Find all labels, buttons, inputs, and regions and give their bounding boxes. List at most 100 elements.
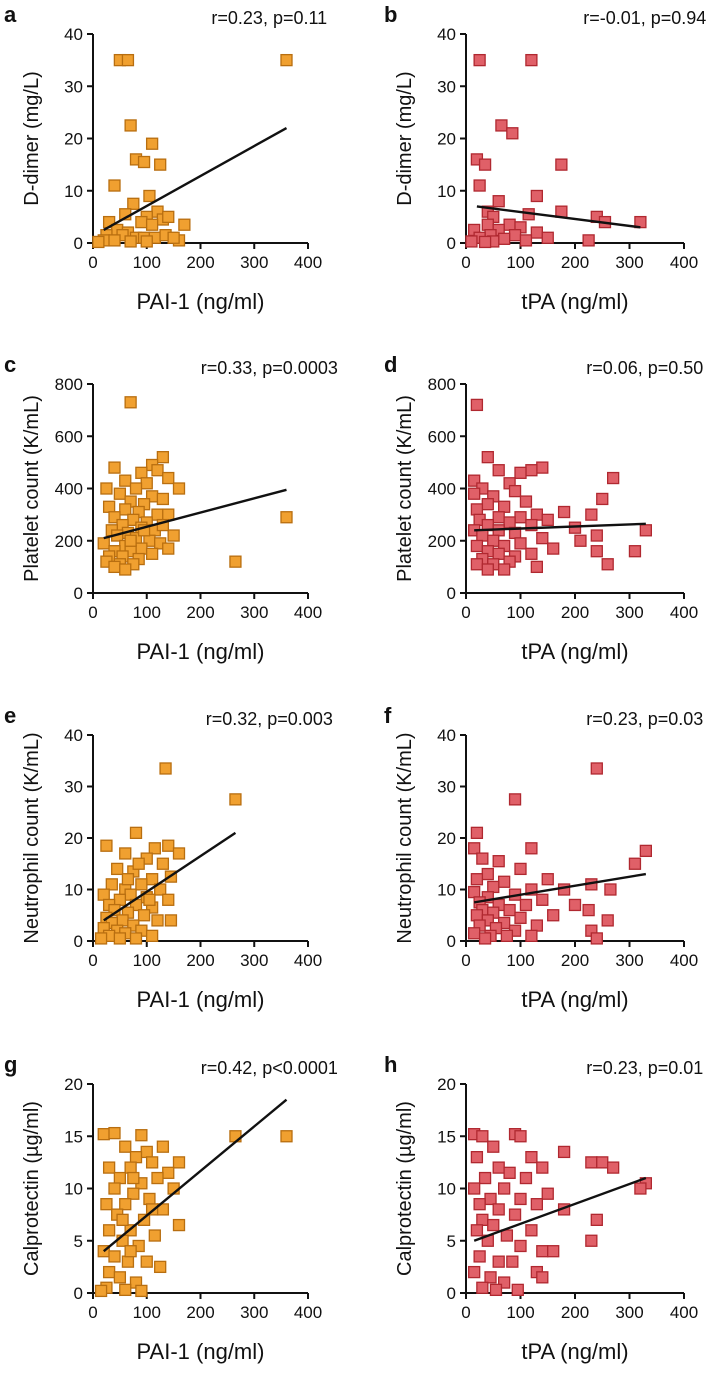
data-point: [492, 464, 505, 477]
y-tick-label: 40: [437, 25, 456, 44]
data-point: [541, 231, 554, 244]
stat-annotation: r=0.23, p=0.11: [211, 8, 327, 28]
data-point: [484, 1271, 497, 1284]
y-tick-label: 40: [437, 726, 456, 745]
data-point: [470, 909, 484, 922]
data-point: [557, 505, 571, 519]
data-point: [129, 932, 143, 945]
data-point: [525, 547, 538, 560]
data-point: [484, 1192, 497, 1206]
data-point: [478, 235, 492, 249]
data-point: [582, 903, 595, 917]
data-point: [478, 158, 492, 171]
data-point: [514, 862, 527, 876]
y-axis-label: Calprotectin (µg/ml): [21, 1101, 43, 1276]
data-point: [473, 1198, 486, 1211]
data-point: [497, 1182, 511, 1195]
x-tick-label: 300: [615, 951, 643, 970]
panel-label: f: [384, 703, 392, 728]
data-point: [585, 508, 598, 521]
data-point: [94, 1284, 108, 1298]
data-point: [119, 563, 132, 576]
data-point: [100, 482, 113, 495]
data-point: [468, 1265, 481, 1279]
data-point: [162, 542, 175, 555]
data-point: [585, 1234, 598, 1247]
data-point: [514, 537, 527, 550]
y-axis-label: Calprotectin (µg/ml): [394, 1101, 416, 1276]
x-tick-label: 400: [670, 1303, 698, 1322]
stat-annotation: r=-0.01, p=0.94: [583, 8, 706, 28]
y-tick-label: 20: [437, 829, 456, 848]
data-point: [140, 477, 153, 490]
data-point: [628, 857, 642, 870]
data-point: [119, 474, 132, 487]
y-axis-label: D-dimer (mg/L): [21, 71, 43, 205]
data-point: [508, 1208, 522, 1221]
y-tick-label: 400: [428, 480, 456, 499]
y-tick-label: 0: [447, 1284, 456, 1303]
data-point: [530, 226, 543, 239]
data-point: [135, 1129, 148, 1142]
x-tick-label: 0: [88, 951, 97, 970]
y-tick-label: 30: [64, 778, 83, 797]
data-point: [102, 1265, 116, 1279]
data-point: [156, 450, 170, 464]
data-point: [503, 1166, 516, 1179]
data-point: [536, 1161, 549, 1174]
data-point: [481, 867, 494, 881]
x-axis-label: PAI-1 (ng/ml): [137, 639, 265, 664]
data-point: [530, 508, 543, 521]
data-point: [476, 852, 489, 865]
data-point: [280, 511, 293, 524]
data-point: [481, 218, 494, 231]
data-point: [108, 511, 121, 524]
y-tick-label: 0: [74, 584, 83, 603]
y-tick-label: 10: [437, 1180, 456, 1199]
data-point: [590, 545, 603, 558]
y-tick-label: 0: [74, 234, 83, 253]
trend-line: [102, 1098, 288, 1253]
data-point: [508, 484, 522, 498]
panel-label: c: [4, 352, 16, 377]
data-point: [151, 914, 164, 927]
data-point: [536, 893, 549, 906]
data-point: [596, 492, 609, 506]
y-tick-label: 600: [428, 427, 456, 446]
x-tick-label: 200: [186, 951, 214, 970]
stat-annotation: r=0.32, p=0.003: [206, 709, 333, 729]
data-point: [530, 189, 543, 203]
data-point: [124, 888, 137, 901]
data-point: [129, 482, 143, 495]
data-point: [514, 1239, 527, 1253]
panel-label: h: [384, 1052, 397, 1077]
x-tick-label: 100: [133, 1303, 161, 1322]
y-tick-label: 0: [74, 1284, 83, 1303]
x-tick-label: 200: [186, 1303, 214, 1322]
data-point: [119, 1198, 132, 1211]
data-point: [476, 529, 489, 542]
data-point: [590, 529, 603, 542]
x-axis-label: tPA (ng/ml): [521, 639, 628, 664]
panel-label: g: [4, 1052, 17, 1077]
y-tick-label: 0: [74, 932, 83, 951]
data-point: [145, 547, 159, 560]
data-point: [145, 137, 159, 150]
data-point: [495, 119, 508, 132]
trend-line: [103, 488, 287, 540]
data-point: [525, 1224, 538, 1237]
y-tick-label: 30: [437, 778, 456, 797]
data-point: [541, 1187, 554, 1200]
data-point: [536, 531, 549, 545]
y-tick-label: 200: [428, 532, 456, 551]
data-point: [156, 857, 170, 870]
data-point: [143, 1192, 156, 1206]
data-point: [607, 471, 620, 485]
data-point: [470, 558, 484, 571]
data-point: [100, 1198, 113, 1211]
data-point: [492, 195, 505, 208]
data-point: [162, 1166, 175, 1179]
x-tick-label: 300: [615, 1303, 643, 1322]
